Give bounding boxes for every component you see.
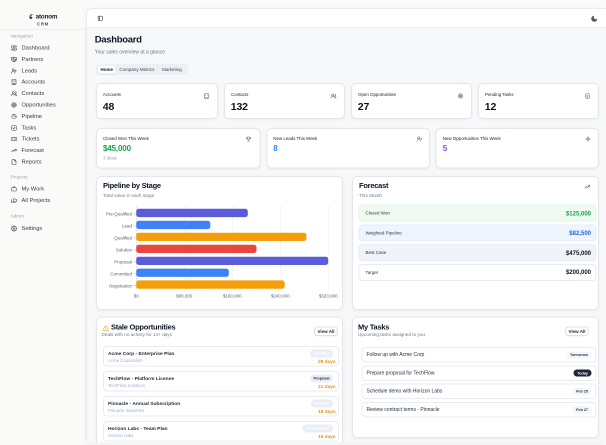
svg-text:Proposal: Proposal — [114, 259, 132, 264]
svg-text:Committed: Committed — [110, 271, 132, 276]
svg-text:$320,000: $320,000 — [319, 293, 338, 298]
svg-text:$240,000: $240,000 — [271, 293, 290, 298]
svg-text:Solution: Solution — [116, 247, 133, 252]
svg-text:$160,000: $160,000 — [223, 293, 242, 298]
svg-text:$0: $0 — [134, 293, 140, 298]
svg-text:Pre-Qualified: Pre-Qualified — [106, 211, 133, 216]
svg-text:Lead: Lead — [122, 223, 133, 228]
svg-text:$80,000: $80,000 — [176, 293, 193, 298]
svg-text:Qualified: Qualified — [114, 235, 132, 240]
svg-text:Negotiation: Negotiation — [109, 283, 132, 288]
